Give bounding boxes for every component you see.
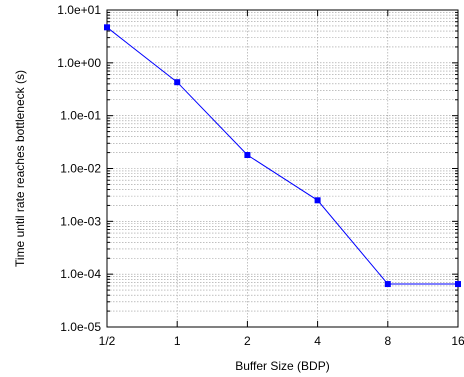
x-tick-label: 1/2: [99, 334, 116, 348]
series: [104, 24, 461, 288]
y-tick-label: 1.0e-01: [60, 109, 101, 123]
y-tick-label: 1.0e-02: [60, 162, 101, 176]
y-tick-label: 1.0e-03: [60, 214, 101, 228]
x-tick-label: 2: [244, 334, 251, 348]
x-tick-label: 16: [451, 334, 464, 348]
data-point: [384, 281, 391, 288]
y-tick-label: 1.0e-05: [60, 320, 101, 334]
data-point: [314, 197, 321, 204]
data-point: [244, 152, 251, 159]
data-point: [455, 281, 461, 288]
x-axis-label: Buffer Size (BDP): [235, 359, 329, 373]
y-tick-label: 1.0e-04: [60, 267, 101, 281]
axis-ticks: 1/2 1 2 4 8 16 1.0e+01 1.0e+00 1.0e-01 1.0e-02 1.0…: [57, 3, 464, 348]
y-axis-label: Time until rate reaches bottleneck (s): [13, 70, 27, 267]
x-tick-label: 8: [384, 334, 391, 348]
data-point: [174, 79, 181, 86]
data-point: [104, 24, 110, 31]
y-tick-label: 1.0e+01: [57, 3, 101, 17]
y-tick-label: 1.0e+00: [57, 56, 101, 70]
x-tick-label: 4: [314, 334, 321, 348]
x-tick-label: 1: [174, 334, 181, 348]
grid: [106, 9, 459, 328]
series-line: [106, 26, 458, 285]
